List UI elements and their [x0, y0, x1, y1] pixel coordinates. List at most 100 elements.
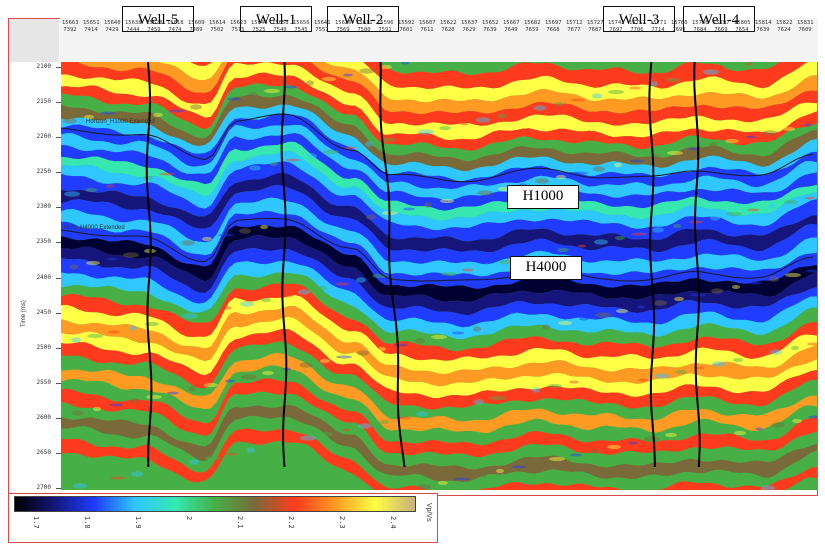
- trace-header-col: 15641 7557: [314, 20, 331, 33]
- seismic-speckle: [71, 337, 81, 343]
- seismic-speckle: [615, 235, 625, 241]
- seismic-band: [61, 341, 817, 422]
- seismic-speckle: [415, 338, 425, 344]
- seismic-speckle: [734, 430, 746, 436]
- seismic-speckle: [356, 277, 366, 283]
- seismic-speckle: [85, 187, 97, 193]
- seismic-speckle: [300, 435, 316, 441]
- seismic-band: [61, 452, 817, 490]
- trace-header-col: 15618 7474: [167, 20, 184, 33]
- seismic-band: [61, 197, 817, 277]
- horizon-tag-h1000: Horizon_H1000 Extended: [86, 119, 155, 125]
- seismic-speckle: [745, 62, 753, 66]
- horizon-label-h4000: H4000: [510, 256, 582, 280]
- trace-header-col: 15788 7684: [692, 20, 709, 33]
- seismic-speckle: [270, 161, 278, 167]
- time-axis-label: Time (ms): [21, 300, 27, 327]
- seismic-band: [61, 83, 817, 162]
- seismic-band: [61, 124, 817, 201]
- seismic-speckle: [784, 199, 798, 205]
- well-trajectory: [379, 62, 406, 468]
- seismic-speckle: [638, 378, 648, 382]
- seismic-speckle: [439, 125, 451, 131]
- seismic-speckle: [190, 104, 202, 110]
- time-tick-mark: [56, 312, 61, 314]
- seismic-speckle: [616, 308, 628, 314]
- seismic-speckle: [123, 252, 139, 258]
- seismic-speckle: [579, 317, 589, 321]
- seismic-speckle: [166, 318, 176, 322]
- seismic-speckle: [496, 468, 504, 474]
- seismic-speckle: [749, 354, 765, 358]
- trace-header-col: 15640 7429: [104, 20, 121, 33]
- colorbar-tick-label: 1.7: [32, 516, 40, 529]
- seismic-speckle: [159, 172, 175, 176]
- seismic-speckle: [460, 122, 468, 126]
- seismic-speckle: [143, 175, 153, 181]
- horizon-line-h1000: [61, 113, 814, 183]
- trace-header-col: 15757 7706: [629, 20, 646, 33]
- seismic-band: [61, 462, 333, 490]
- seismic-speckle: [153, 112, 163, 118]
- seismic-speckle: [628, 441, 638, 445]
- trace-header-col: 15644 7525: [251, 20, 268, 33]
- seismic-speckle: [454, 477, 470, 481]
- seismic-speckle: [372, 273, 388, 279]
- time-tick-label: 2200: [36, 133, 51, 141]
- seismic-band: [61, 378, 817, 457]
- seismic-speckle: [322, 76, 336, 82]
- seismic-speckle: [595, 312, 611, 318]
- seismic-speckle: [654, 373, 670, 379]
- seismic-speckle: [512, 465, 526, 469]
- seismic-speckle: [805, 196, 815, 200]
- time-tick-label: 2150: [36, 98, 51, 106]
- trace-header-col: 15697 7668: [545, 20, 562, 33]
- seismic-speckle: [644, 436, 660, 442]
- seismic-speckle: [637, 305, 645, 309]
- seismic-speckle: [755, 427, 763, 431]
- time-tick-mark: [56, 67, 61, 68]
- time-tick-mark: [56, 277, 61, 279]
- seismic-speckle: [239, 228, 251, 234]
- colorbar-tick-label: 2.4: [389, 516, 397, 529]
- seismic-band: [61, 404, 817, 482]
- seismic-speckle: [771, 422, 785, 428]
- seismic-speckle: [712, 361, 726, 367]
- seismic-speckle: [792, 418, 802, 424]
- seismic-speckle: [437, 407, 445, 413]
- seismic-speckle: [167, 391, 179, 395]
- seismic-speckle: [476, 117, 490, 123]
- time-tick-label: 2350: [36, 238, 51, 246]
- seismic-speckle: [180, 167, 192, 173]
- seismic-speckle: [424, 202, 432, 208]
- seismic-speckle: [336, 355, 352, 359]
- seismic-speckle: [394, 343, 408, 347]
- seismic-band: [61, 150, 817, 231]
- seismic-speckle: [703, 69, 719, 75]
- trace-header-col: 15682 7659: [524, 20, 541, 33]
- seismic-speckle: [532, 387, 540, 393]
- horizon-tag-h4000: Hrzn_H4000 Extended: [64, 225, 125, 231]
- seismic-speckle: [804, 123, 812, 127]
- seismic-speckle: [344, 146, 356, 150]
- seismic-speckle: [94, 479, 104, 485]
- time-tick-mark: [56, 137, 61, 139]
- seismic-speckle: [122, 179, 136, 185]
- seismic-speckle: [673, 223, 681, 229]
- seismic-band: [61, 415, 817, 490]
- seismic-band: [61, 62, 817, 126]
- seismic-speckle: [381, 137, 395, 143]
- seismic-band: [61, 94, 817, 172]
- seismic-band: [61, 283, 817, 361]
- trace-header-col: 15623 7515: [230, 20, 247, 33]
- seismic-speckle: [569, 380, 579, 384]
- seismic-speckle: [473, 326, 481, 332]
- seismic-speckle: [726, 211, 742, 217]
- seismic-speckle: [260, 224, 268, 230]
- seismic-speckle: [806, 269, 818, 273]
- seismic-speckle: [261, 297, 271, 303]
- seismic-speckle: [403, 207, 415, 211]
- trace-header-col: 15712 7677: [566, 20, 583, 33]
- seismic-band: [190, 62, 809, 89]
- seismic-speckle: [452, 331, 464, 335]
